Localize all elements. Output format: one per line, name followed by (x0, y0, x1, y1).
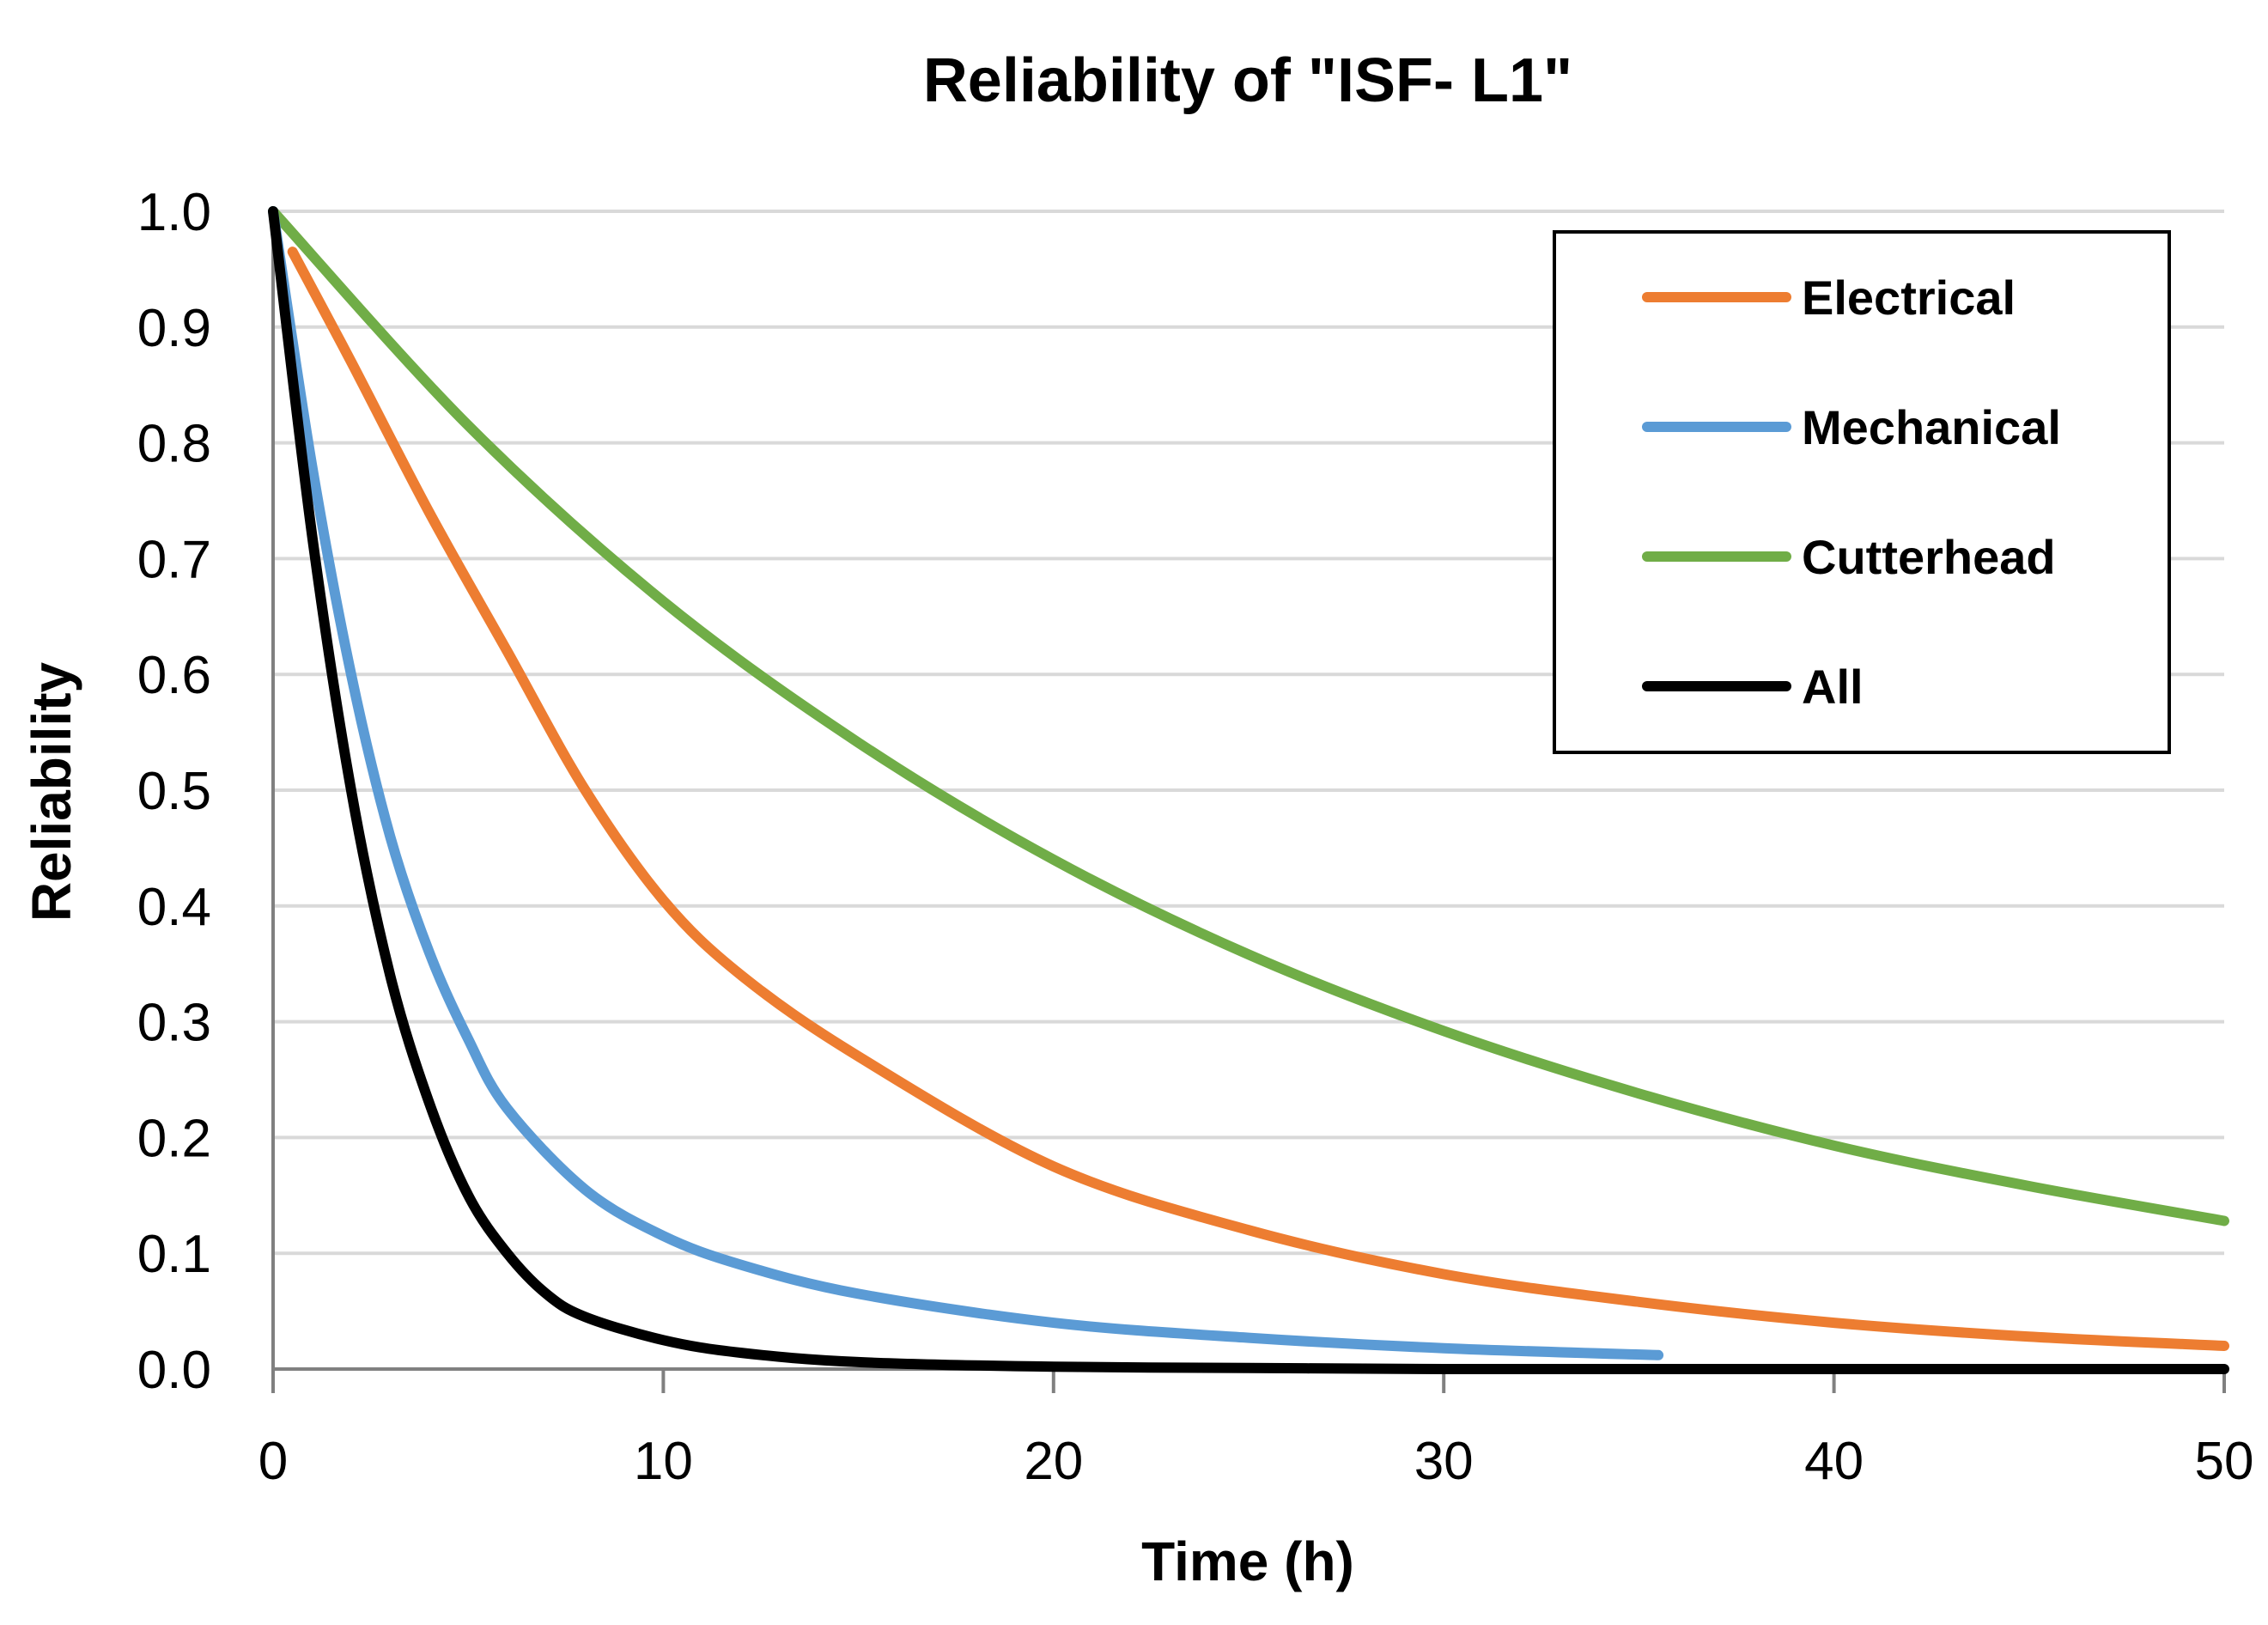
series-lines (268, 206, 2229, 1375)
chart-title: Reliability of "ISF- L1" (923, 46, 1572, 115)
x-tick-label: 0 (258, 1432, 288, 1491)
series-line-all (268, 206, 2229, 1375)
series-line-cutterhead (268, 206, 2229, 1226)
y-tick-label: 0.1 (137, 1225, 211, 1284)
x-axis-title: Time (h) (1141, 1531, 1354, 1592)
y-tick-label: 0.7 (137, 530, 211, 589)
legend-label-all: All (1802, 660, 1864, 714)
y-tick-label: 0.9 (137, 299, 211, 358)
y-tick-label: 0.2 (137, 1109, 211, 1168)
y-tick-label: 0.0 (137, 1341, 211, 1400)
legend-label-electrical: Electrical (1802, 271, 2016, 325)
legend-label-cutterhead: Cutterhead (1802, 530, 2056, 584)
legend-label-mechanical: Mechanical (1802, 400, 2061, 454)
legend: Electrical Mechanical Cutterhead All (1553, 230, 2171, 754)
series-line-mechanical (268, 206, 1664, 1360)
legend-box (1553, 230, 2171, 754)
x-tick-label: 20 (1024, 1432, 1083, 1491)
y-tick-label: 1.0 (137, 183, 211, 242)
x-tick-label: 40 (1804, 1432, 1864, 1491)
y-tick-label: 0.8 (137, 415, 211, 474)
y-tick-label: 0.3 (137, 994, 211, 1053)
y-tick-label: 0.6 (137, 646, 211, 705)
series-line-electrical (287, 246, 2229, 1351)
gridlines (273, 210, 2224, 1256)
y-axis-title: Reliability (21, 661, 82, 922)
x-tick-label: 50 (2195, 1432, 2254, 1491)
y-tick-label: 0.4 (137, 878, 211, 937)
y-tick-label: 0.5 (137, 762, 211, 821)
x-tick-label: 10 (634, 1432, 693, 1491)
x-tick-label: 30 (1414, 1432, 1474, 1491)
tick-labels: 0.0 0.1 0.2 0.3 0.4 0.5 0.6 0.7 0.8 0.9 1.0 0 10 20 30… (137, 183, 2254, 1491)
